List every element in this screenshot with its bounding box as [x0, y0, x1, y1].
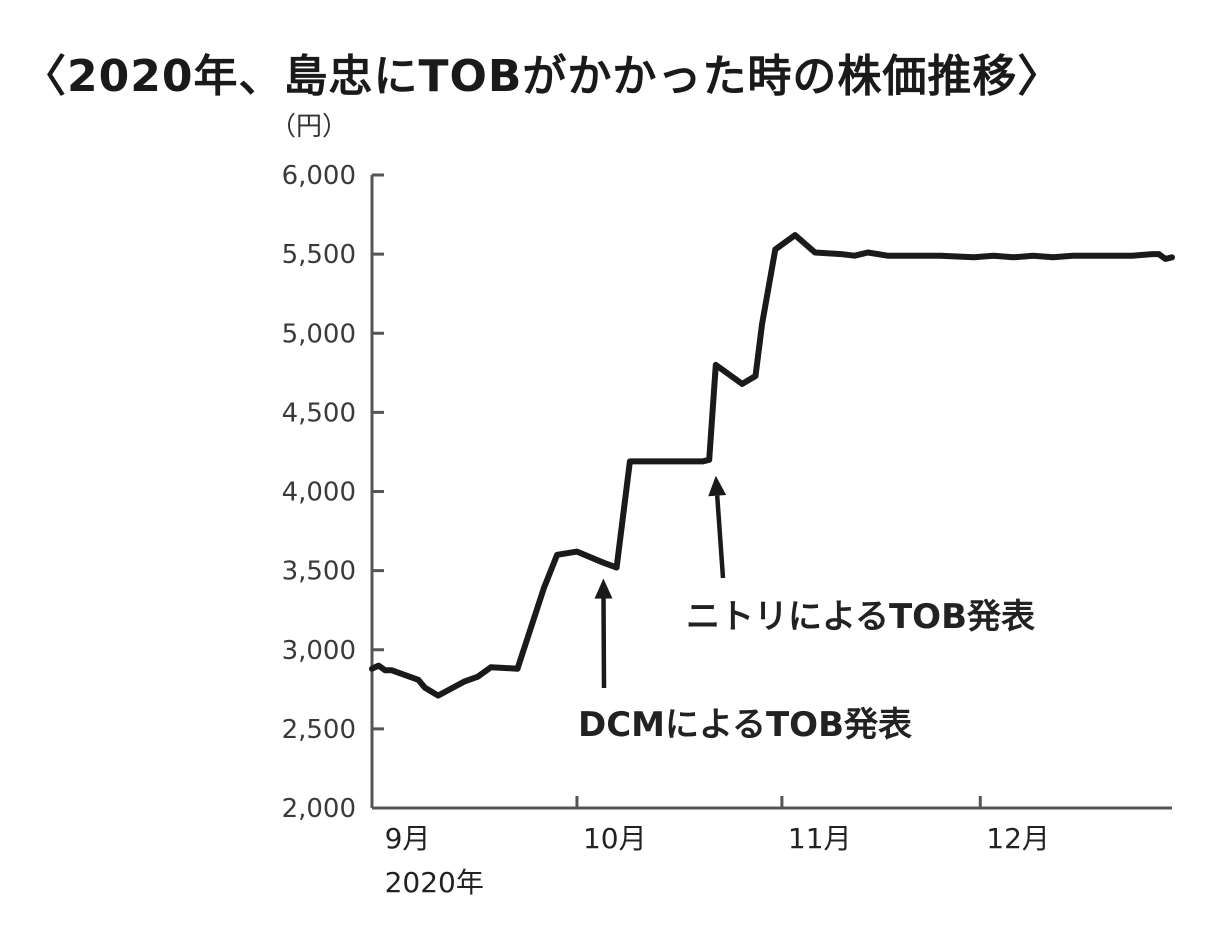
x-tick-label: 10月 — [583, 822, 647, 855]
annotation-arrow-head — [708, 475, 727, 497]
y-tick-label: 4,500 — [282, 398, 356, 428]
price-line-series — [369, 232, 1175, 699]
annotation-arrow-head — [594, 578, 613, 599]
chart-title: 〈2020年、島忠にTOBがかかった時の株価推移〉 — [22, 51, 1063, 102]
annotation-label: DCMによるTOB発表 — [578, 705, 912, 745]
y-tick-label: 2,000 — [282, 794, 356, 824]
x-ticks: 9月 10月 11月 12月 2020年 — [385, 796, 1050, 899]
annotation-label: ニトリによるTOB発表 — [686, 597, 1035, 637]
x-tick-label: 9月 — [385, 822, 431, 855]
y-ticks: 2,000 2,500 3,000 3,500 4,000 4,500 5,000 5,500… — [282, 161, 384, 824]
y-tick-label: 5,500 — [282, 240, 356, 270]
y-tick-label: 3,000 — [282, 636, 356, 666]
y-tick-label: 4,000 — [282, 478, 356, 508]
x-tick-label: 11月 — [788, 822, 852, 855]
y-tick-label: 5,000 — [282, 319, 356, 349]
x-tick-label: 12月 — [986, 822, 1050, 855]
y-tick-label: 2,500 — [282, 715, 356, 745]
y-tick-label: 6,000 — [282, 161, 356, 191]
annotation-arrow-shaft — [714, 495, 726, 579]
annotations: DCMによるTOB発表 ニトリによるTOB発表 — [578, 475, 1035, 745]
y-tick-label: 3,500 — [282, 557, 356, 587]
y-axis-unit-label: （円） — [270, 112, 349, 142]
x-axis-year-label: 2020年 — [385, 866, 484, 899]
